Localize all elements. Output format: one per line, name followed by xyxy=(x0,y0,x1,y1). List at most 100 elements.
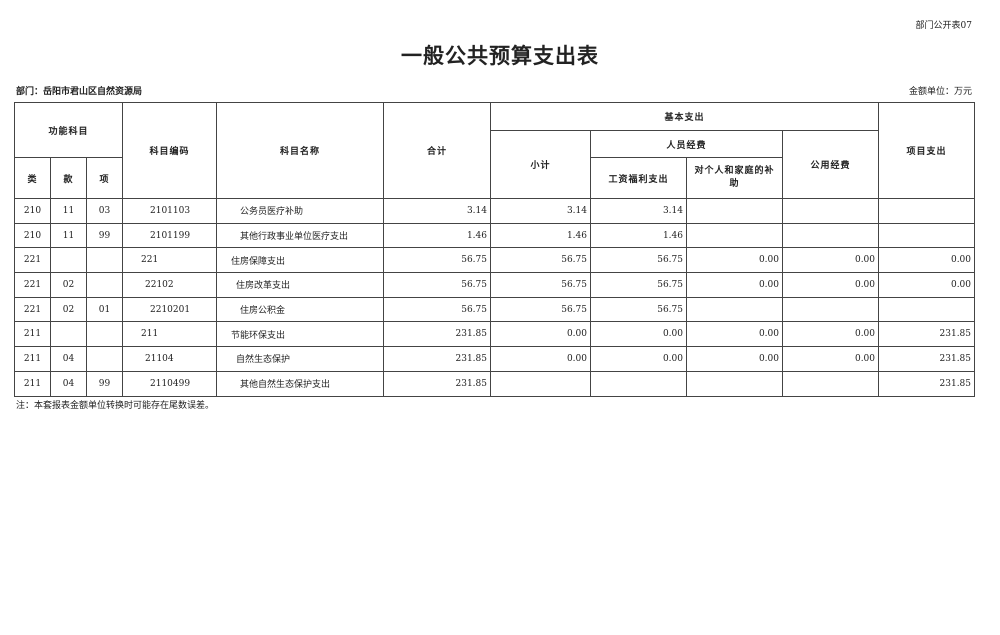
table-row: 221 02 22102 住房改革支出 56.75 56.75 56.75 0.00 0.00 0… xyxy=(14,272,976,298)
cell-kuan: 04 xyxy=(50,370,87,397)
cell-salary: 0.00 xyxy=(590,321,687,348)
cell-project: 231.85 xyxy=(878,370,976,397)
cell-code: 221 xyxy=(122,247,217,274)
cell-total: 56.75 xyxy=(383,247,491,274)
cell-public xyxy=(781,198,880,224)
header-lei: 类 xyxy=(14,157,51,199)
header-code: 科目编码 xyxy=(122,102,217,199)
cell-public xyxy=(781,296,880,323)
cell-total: 1.46 xyxy=(383,222,491,249)
cell-name: 其他自然生态保护支出 xyxy=(216,370,384,397)
table-row: 211 04 21104 自然生态保护 231.85 0.00 0.00 0.00 0.00 23… xyxy=(14,346,976,372)
cell-public xyxy=(781,370,880,397)
cell-salary xyxy=(590,370,687,397)
cell-lei: 210 xyxy=(14,198,51,224)
cell-name: 住房改革支出 xyxy=(216,272,384,298)
budget-table: 功能科目 科目编码 科目名称 合计 基本支出 项目支出 小计 人员经费 公用经费… xyxy=(14,102,976,397)
cell-salary: 0.00 xyxy=(590,346,687,372)
cell-subsidy xyxy=(686,222,783,249)
cell-lei: 221 xyxy=(14,272,51,298)
cell-subsidy xyxy=(686,296,783,323)
header-subsidy: 对个人和家庭的补助 xyxy=(686,157,783,199)
cell-code: 2110499 xyxy=(122,370,217,397)
cell-subsidy: 0.00 xyxy=(686,321,783,348)
page-title: 一般公共预算支出表 xyxy=(401,44,599,68)
cell-code: 211 xyxy=(122,321,217,348)
cell-lei: 210 xyxy=(14,222,51,249)
cell-subsidy xyxy=(686,370,783,397)
cell-subsidy: 0.00 xyxy=(686,272,783,298)
cell-salary: 56.75 xyxy=(590,247,687,274)
header-kuan: 款 xyxy=(50,157,87,199)
cell-salary: 56.75 xyxy=(590,296,687,323)
cell-xiang: 99 xyxy=(86,222,123,249)
header-personnel: 人员经费 xyxy=(590,130,783,158)
cell-subtotal: 0.00 xyxy=(490,321,591,348)
table-row: 210 11 99 2101199 其他行政事业单位医疗支出 1.46 1.46 1.46 xyxy=(14,222,976,249)
cell-subsidy: 0.00 xyxy=(686,346,783,372)
cell-public: 0.00 xyxy=(781,346,880,372)
cell-subtotal: 0.00 xyxy=(490,346,591,372)
cell-total: 231.85 xyxy=(383,346,491,372)
cell-name: 节能环保支出 xyxy=(216,321,384,348)
cell-salary: 56.75 xyxy=(590,272,687,298)
cell-kuan: 04 xyxy=(50,346,87,372)
cell-code: 2101103 xyxy=(122,198,217,224)
cell-public: 0.00 xyxy=(781,321,880,348)
cell-kuan: 11 xyxy=(50,198,87,224)
cell-xiang xyxy=(86,247,123,274)
cell-subtotal xyxy=(490,370,591,397)
header-subtotal: 小计 xyxy=(490,130,591,199)
cell-code: 2101199 xyxy=(122,222,217,249)
cell-name: 住房保障支出 xyxy=(216,247,384,274)
cell-project: 231.85 xyxy=(878,321,976,348)
table-row: 221 221 住房保障支出 56.75 56.75 56.75 0.00 0.00 0.00 xyxy=(14,247,976,274)
cell-project: 0.00 xyxy=(878,272,976,298)
cell-xiang xyxy=(86,272,123,298)
cell-xiang: 03 xyxy=(86,198,123,224)
cell-total: 56.75 xyxy=(383,296,491,323)
cell-public: 0.00 xyxy=(781,272,880,298)
unit-label: 金额单位：万元 xyxy=(908,87,972,97)
cell-subtotal: 56.75 xyxy=(490,247,591,274)
cell-total: 3.14 xyxy=(383,198,491,224)
header-total: 合计 xyxy=(383,102,491,199)
header-salary: 工资福利支出 xyxy=(590,157,687,199)
cell-name: 自然生态保护 xyxy=(216,346,384,372)
cell-code: 2210201 xyxy=(122,296,217,323)
cell-public xyxy=(781,222,880,249)
form-tag: 部门公开表07 xyxy=(915,21,972,31)
cell-kuan: 02 xyxy=(50,272,87,298)
cell-xiang xyxy=(86,346,123,372)
cell-kuan xyxy=(50,321,87,348)
cell-lei: 221 xyxy=(14,296,51,323)
cell-total: 231.85 xyxy=(383,321,491,348)
table-row: 211 211 节能环保支出 231.85 0.00 0.00 0.00 0.00 231.85 xyxy=(14,321,976,348)
cell-lei: 211 xyxy=(14,321,51,348)
cell-subtotal: 3.14 xyxy=(490,198,591,224)
footnote: 注：本套报表金额单位转换时可能存在尾数误差。 xyxy=(16,401,215,411)
cell-salary: 3.14 xyxy=(590,198,687,224)
cell-name: 住房公积金 xyxy=(216,296,384,323)
table-row: 210 11 03 2101103 公务员医疗补助 3.14 3.14 3.14 xyxy=(14,198,976,224)
header-func: 功能科目 xyxy=(14,102,123,158)
cell-xiang xyxy=(86,321,123,348)
cell-xiang: 99 xyxy=(86,370,123,397)
cell-subsidy xyxy=(686,198,783,224)
cell-project xyxy=(878,222,976,249)
department-label: 部门：岳阳市君山区自然资源局 xyxy=(16,87,143,97)
cell-code: 22102 xyxy=(122,272,217,298)
header-name: 科目名称 xyxy=(216,102,384,199)
cell-project: 0.00 xyxy=(878,247,976,274)
cell-subtotal: 1.46 xyxy=(490,222,591,249)
table-row: 221 02 01 2210201 住房公积金 56.75 56.75 56.75 xyxy=(14,296,976,323)
cell-name: 公务员医疗补助 xyxy=(216,198,384,224)
cell-lei: 211 xyxy=(14,370,51,397)
cell-total: 231.85 xyxy=(383,370,491,397)
cell-project xyxy=(878,296,976,323)
cell-total: 56.75 xyxy=(383,272,491,298)
header-public: 公用经费 xyxy=(781,130,880,199)
cell-salary: 1.46 xyxy=(590,222,687,249)
cell-project: 231.85 xyxy=(878,346,976,372)
cell-xiang: 01 xyxy=(86,296,123,323)
